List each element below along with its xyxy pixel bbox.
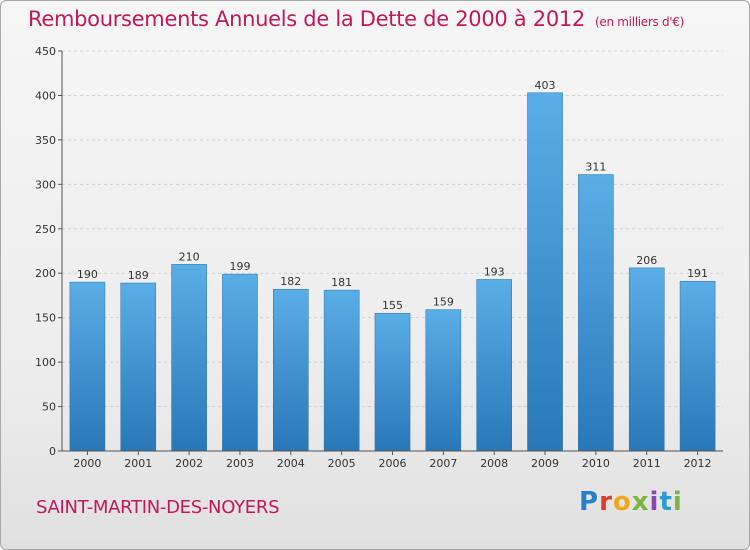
bar bbox=[222, 273, 258, 452]
logo-letter: r bbox=[599, 487, 613, 517]
y-tick-label: 50 bbox=[42, 401, 56, 414]
x-tick-label: 2003 bbox=[226, 457, 254, 470]
bar bbox=[476, 279, 512, 452]
y-tick-label: 250 bbox=[35, 223, 56, 236]
bar bbox=[374, 312, 411, 452]
x-tick-label: 2009 bbox=[531, 457, 559, 470]
data-label: 191 bbox=[687, 267, 708, 280]
bar bbox=[628, 267, 665, 452]
x-tick-label: 2001 bbox=[124, 457, 152, 470]
data-label: 193 bbox=[484, 265, 505, 278]
bar bbox=[120, 282, 157, 452]
logo-letter: o bbox=[612, 487, 632, 517]
y-tick-label: 350 bbox=[35, 134, 56, 147]
chart-title: Remboursements Annuels de la Dette de 20… bbox=[28, 7, 684, 31]
x-tick-label: 2010 bbox=[582, 457, 610, 470]
data-label: 159 bbox=[433, 296, 454, 309]
data-label: 182 bbox=[280, 275, 301, 288]
data-label: 189 bbox=[128, 269, 149, 282]
y-tick-label: 200 bbox=[35, 267, 56, 280]
logo-letter: x bbox=[631, 487, 650, 517]
bar bbox=[527, 92, 563, 452]
bar bbox=[171, 264, 207, 452]
data-label: 210 bbox=[179, 250, 200, 263]
x-tick-label: 2012 bbox=[684, 457, 712, 470]
logo-letter: i bbox=[672, 487, 683, 517]
x-tick-label: 2002 bbox=[175, 457, 203, 470]
bars: 190 189 210 199 182 181 155 159 193 403 311 206 191 bbox=[69, 79, 716, 452]
x-tick-label: 2000 bbox=[73, 457, 101, 470]
proxiti-logo: Proxiti bbox=[579, 487, 683, 517]
data-label: 199 bbox=[229, 260, 250, 273]
x-tick-label: 2004 bbox=[277, 457, 305, 470]
data-label: 190 bbox=[77, 268, 98, 281]
unit-label: (en milliers d'€) bbox=[595, 15, 685, 29]
x-tick-label: 2011 bbox=[633, 457, 661, 470]
bar bbox=[69, 281, 106, 452]
bar bbox=[273, 288, 309, 452]
y-tick-label: 100 bbox=[35, 356, 56, 369]
bar bbox=[578, 174, 614, 452]
y-tick-label: 450 bbox=[35, 45, 56, 58]
data-label: 181 bbox=[331, 276, 352, 289]
data-label: 206 bbox=[636, 254, 657, 267]
x-tick-label: 2005 bbox=[328, 457, 356, 470]
commune-name: SAINT-MARTIN-DES-NOYERS bbox=[36, 497, 280, 518]
logo-letter: i bbox=[649, 487, 660, 517]
chart-title-text: Remboursements Annuels de la Dette de 20… bbox=[28, 7, 585, 31]
x-tick-label: 2008 bbox=[480, 457, 508, 470]
logo-letter: t bbox=[659, 487, 673, 517]
x-tick-label: 2007 bbox=[429, 457, 457, 470]
data-label: 155 bbox=[382, 299, 403, 312]
bar bbox=[425, 309, 462, 452]
y-tick-label: 400 bbox=[35, 89, 56, 102]
x-tick-label: 2006 bbox=[379, 457, 407, 470]
y-tick-label: 300 bbox=[35, 178, 56, 191]
logo-letter: P bbox=[579, 487, 600, 517]
axes: 0 50 100 150 200 250 300 350 400 450 2000 2001 2002 2… bbox=[35, 45, 723, 470]
bar bbox=[323, 289, 360, 452]
y-tick-label: 0 bbox=[49, 445, 56, 458]
data-label: 403 bbox=[535, 79, 556, 92]
data-label: 311 bbox=[585, 161, 606, 174]
y-tick-label: 150 bbox=[35, 312, 56, 325]
bar bbox=[679, 280, 716, 452]
